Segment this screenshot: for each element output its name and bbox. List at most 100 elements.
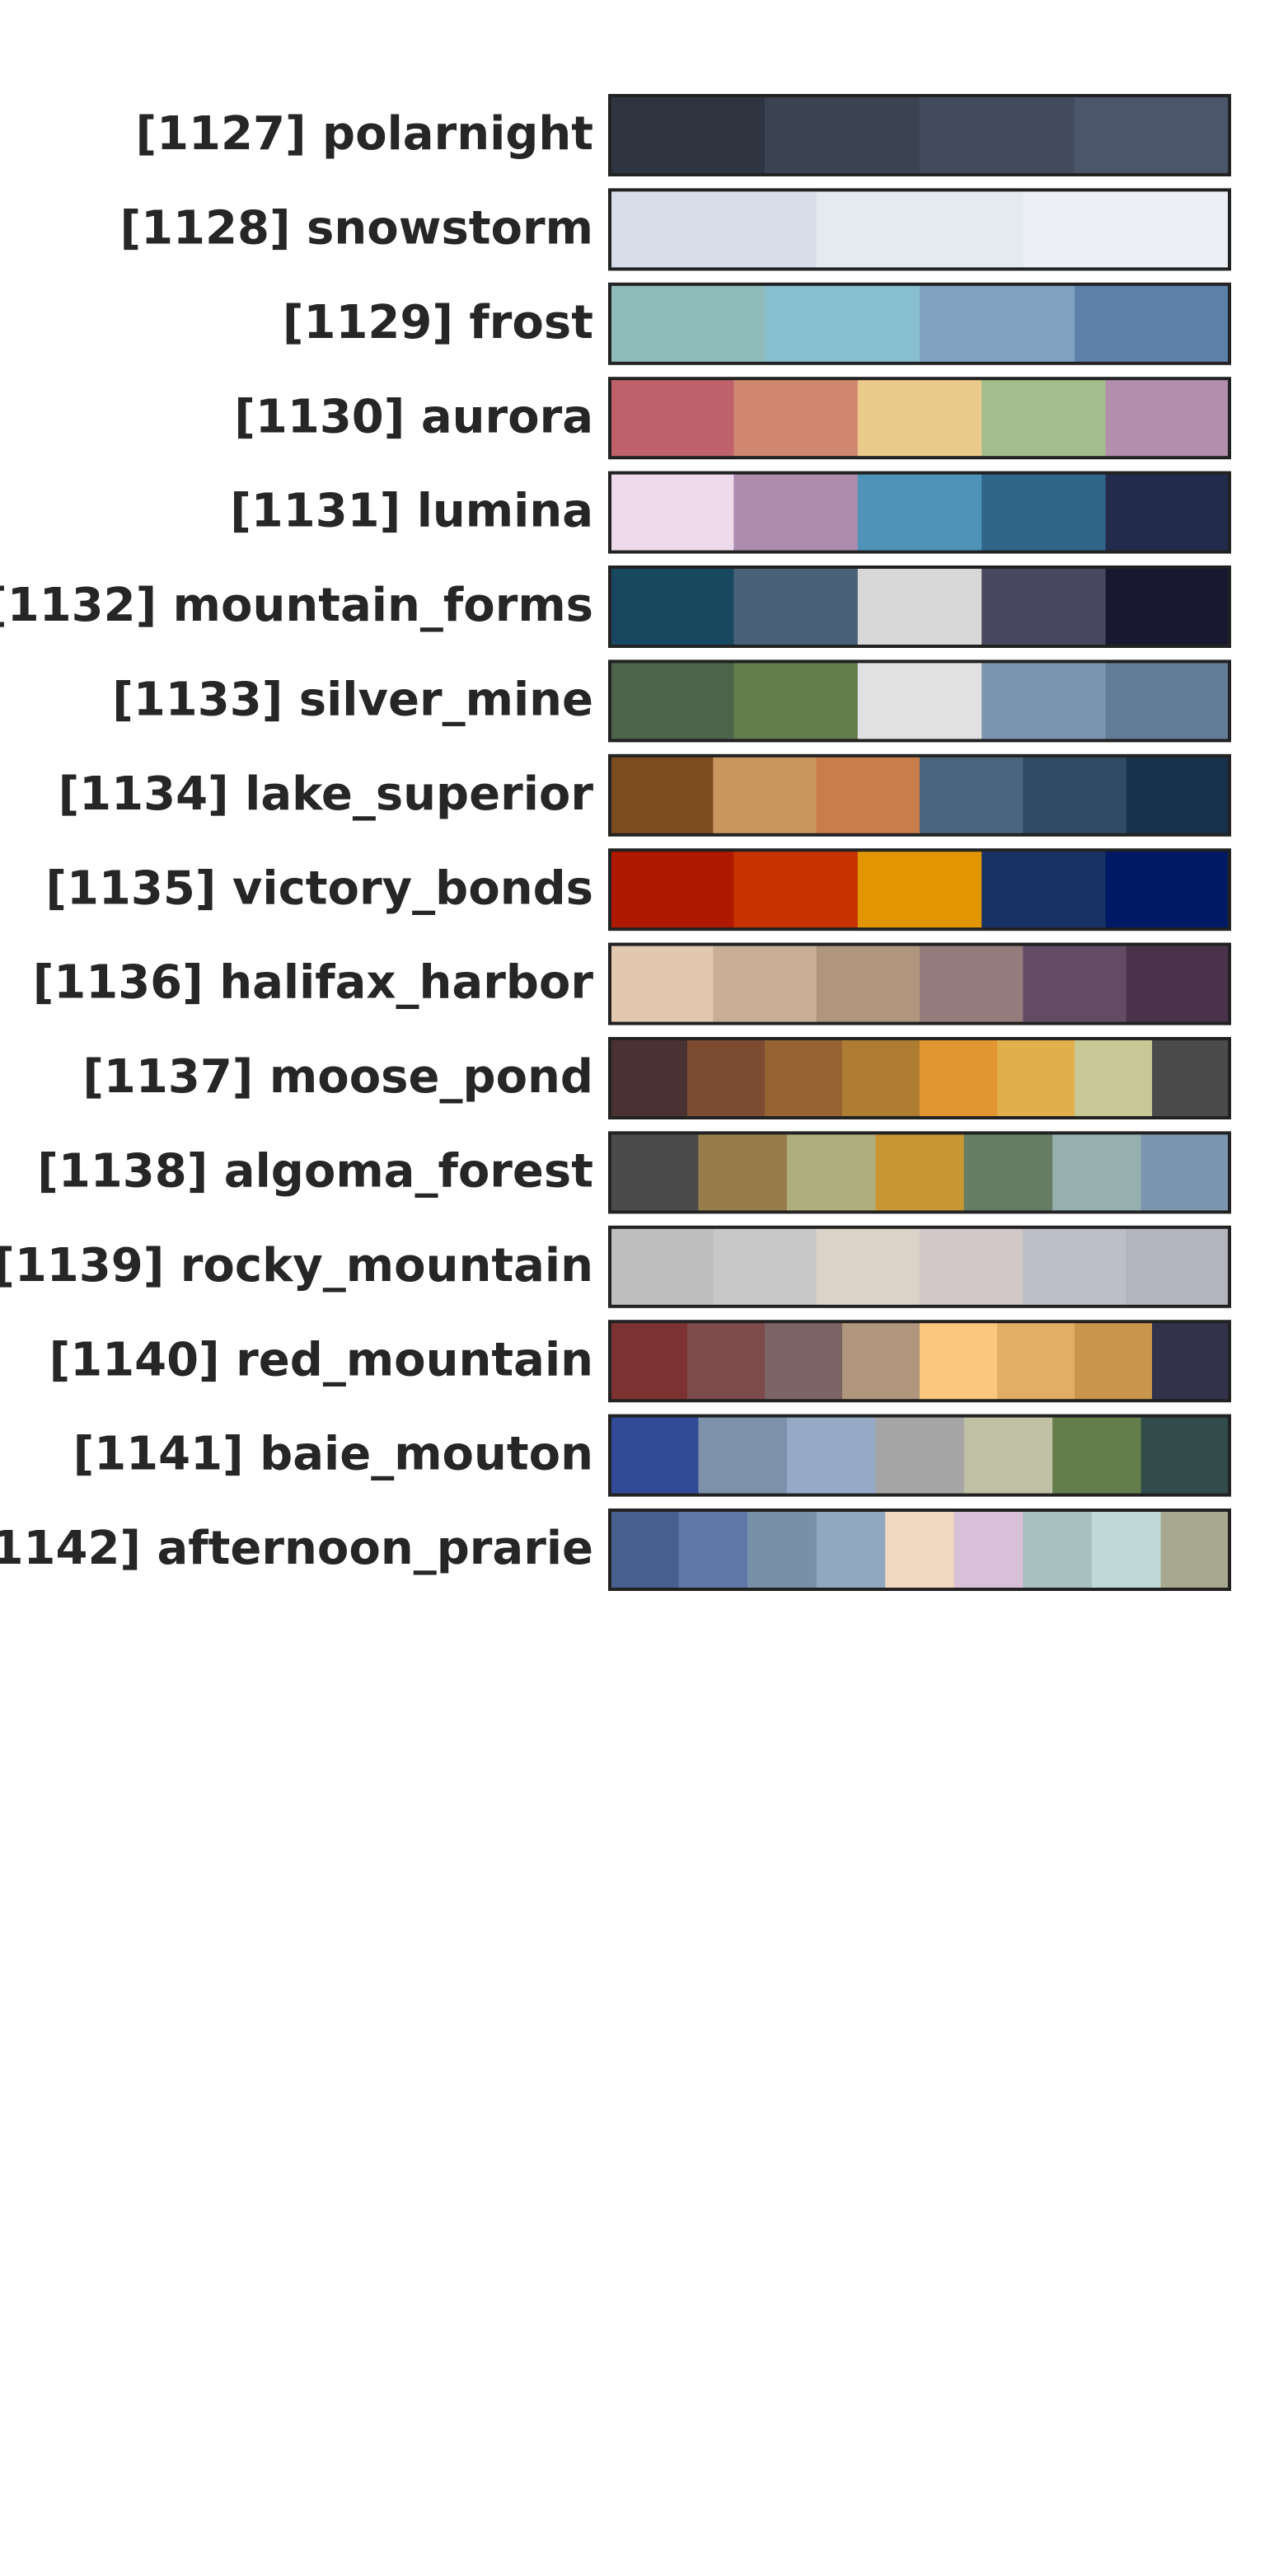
palette-label: [1137] moose_pond: [82, 1050, 593, 1104]
swatch: [857, 378, 982, 458]
swatch: [610, 661, 734, 741]
swatch: [875, 1415, 965, 1495]
swatch: [786, 1133, 876, 1213]
swatch: [610, 378, 734, 458]
swatch: [1105, 472, 1230, 552]
swatch: [698, 1133, 788, 1213]
palette-label: [1127] polarnight: [136, 107, 594, 161]
swatch: [981, 567, 1107, 646]
swatch: [1023, 190, 1230, 270]
swatch: [687, 1039, 766, 1118]
swatch: [1140, 1133, 1230, 1213]
swatch: [713, 755, 817, 835]
swatch: [816, 755, 920, 835]
swatch: [842, 1039, 920, 1118]
swatch: [1105, 661, 1230, 741]
swatch: [610, 944, 714, 1024]
swatch: [1152, 1321, 1230, 1401]
palette-label: [1136] halifax_harbor: [33, 956, 594, 1010]
palette-label: [1134] lake_superior: [59, 767, 594, 821]
swatch: [1126, 1227, 1230, 1307]
swatch: [610, 284, 766, 364]
swatch: [765, 1321, 843, 1401]
swatch: [747, 1510, 817, 1589]
swatch: [857, 567, 982, 646]
swatch: [857, 850, 982, 930]
swatch-border: [608, 1320, 1231, 1403]
swatch: [733, 661, 859, 741]
swatch-border: [608, 942, 1231, 1025]
swatch: [1075, 1039, 1153, 1118]
swatch-border: [608, 188, 1231, 271]
swatch: [1075, 284, 1230, 364]
swatch-border: [608, 848, 1231, 931]
swatch: [857, 472, 982, 552]
swatch: [1105, 567, 1230, 646]
palette-label: [1129] frost: [283, 296, 593, 350]
swatch: [963, 1415, 1053, 1495]
swatch: [885, 1510, 955, 1589]
swatch: [1052, 1133, 1142, 1213]
swatch: [610, 1039, 688, 1118]
swatch: [610, 1133, 699, 1213]
swatch: [1075, 96, 1230, 175]
swatch: [981, 850, 1107, 930]
palette-label: [1140] red_mountain: [49, 1333, 593, 1387]
swatch: [713, 944, 817, 1024]
swatch: [1075, 1321, 1153, 1401]
swatch: [733, 378, 859, 458]
palette-label: [1139] rocky_mountain: [0, 1239, 593, 1293]
palette-label: [1133] silver_mine: [112, 673, 593, 727]
swatch: [981, 661, 1107, 741]
swatch: [816, 944, 920, 1024]
swatch: [981, 378, 1107, 458]
swatch: [1140, 1415, 1230, 1495]
swatch: [842, 1321, 920, 1401]
swatch: [610, 850, 734, 930]
swatch-border: [608, 94, 1231, 176]
palette-label: [1142] afternoon_prarie: [0, 1522, 593, 1575]
palette-label: [1132] mountain_forms: [0, 579, 593, 632]
palette-label: [1138] algoma_forest: [37, 1145, 593, 1199]
swatch: [1152, 1039, 1230, 1118]
swatch-border: [608, 282, 1231, 365]
swatch: [610, 1321, 688, 1401]
swatch: [920, 755, 1023, 835]
swatch: [733, 850, 859, 930]
swatch: [610, 1415, 699, 1495]
swatch: [1126, 755, 1230, 835]
swatch: [678, 1510, 748, 1589]
swatch: [733, 567, 859, 646]
swatch: [920, 1039, 998, 1118]
swatch: [698, 1415, 788, 1495]
swatch: [610, 472, 734, 552]
palette-label: [1135] victory_bonds: [45, 861, 593, 915]
swatch: [920, 944, 1023, 1024]
swatch: [963, 1133, 1053, 1213]
swatch: [713, 1227, 817, 1307]
swatch: [765, 284, 920, 364]
swatch: [875, 1133, 965, 1213]
swatch-border: [608, 565, 1231, 648]
swatch: [1105, 378, 1230, 458]
palette-label: [1131] lumina: [230, 485, 593, 538]
swatch: [610, 96, 766, 175]
swatch: [997, 1321, 1075, 1401]
swatch: [733, 472, 859, 552]
swatch: [765, 96, 920, 175]
swatch: [1091, 1510, 1161, 1589]
swatch: [765, 1039, 843, 1118]
swatch: [610, 1510, 680, 1589]
swatch: [816, 190, 1023, 270]
swatch-border: [608, 1037, 1231, 1119]
swatch: [1023, 944, 1127, 1024]
swatch: [981, 472, 1107, 552]
palette-label: [1128] snowstorm: [120, 202, 594, 256]
swatch-border: [608, 471, 1231, 554]
swatch: [953, 1510, 1023, 1589]
swatch: [610, 755, 714, 835]
swatch: [997, 1039, 1075, 1118]
swatch: [687, 1321, 766, 1401]
swatch-border: [608, 1225, 1231, 1308]
